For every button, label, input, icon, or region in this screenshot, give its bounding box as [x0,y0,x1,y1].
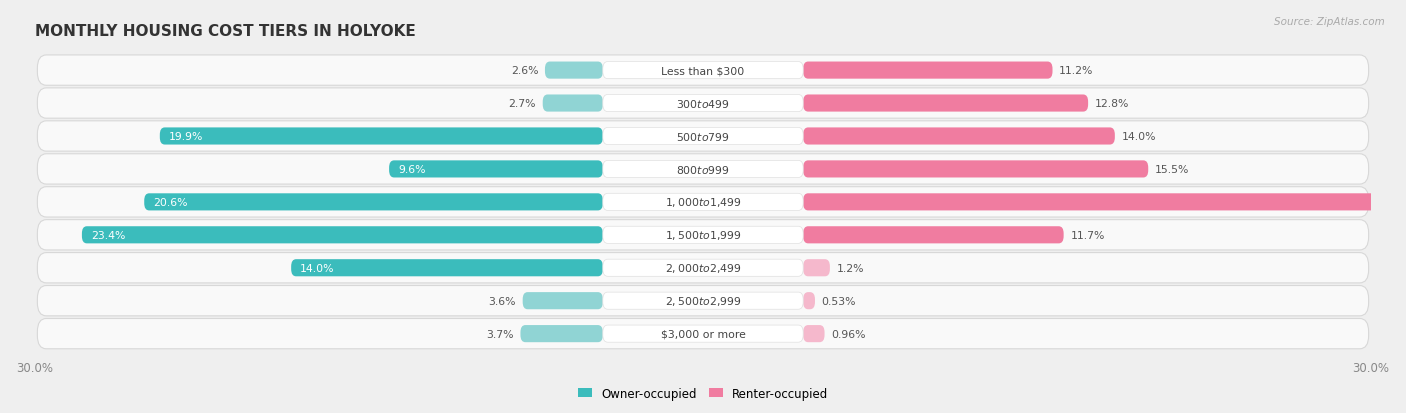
FancyBboxPatch shape [145,194,603,211]
Text: $300 to $499: $300 to $499 [676,98,730,110]
Text: 19.9%: 19.9% [169,132,202,142]
FancyBboxPatch shape [38,253,1368,283]
FancyBboxPatch shape [603,227,803,244]
FancyBboxPatch shape [38,89,1368,119]
FancyBboxPatch shape [38,319,1368,349]
FancyBboxPatch shape [603,325,803,342]
Text: 1.2%: 1.2% [837,263,865,273]
Text: $2,000 to $2,499: $2,000 to $2,499 [665,261,741,275]
Text: 12.8%: 12.8% [1095,99,1129,109]
FancyBboxPatch shape [603,95,803,112]
FancyBboxPatch shape [803,128,1115,145]
FancyBboxPatch shape [38,121,1368,152]
Legend: Owner-occupied, Renter-occupied: Owner-occupied, Renter-occupied [572,382,834,404]
Text: 3.6%: 3.6% [488,296,516,306]
FancyBboxPatch shape [38,154,1368,185]
FancyBboxPatch shape [38,187,1368,218]
FancyBboxPatch shape [520,325,603,342]
Text: 0.96%: 0.96% [831,329,866,339]
FancyBboxPatch shape [38,220,1368,250]
FancyBboxPatch shape [546,62,603,79]
Text: 14.0%: 14.0% [299,263,335,273]
Text: 23.4%: 23.4% [91,230,125,240]
FancyBboxPatch shape [38,56,1368,86]
FancyBboxPatch shape [603,128,803,145]
Text: Source: ZipAtlas.com: Source: ZipAtlas.com [1274,17,1385,26]
FancyBboxPatch shape [291,259,603,277]
FancyBboxPatch shape [389,161,603,178]
Text: $800 to $999: $800 to $999 [676,164,730,176]
Text: 20.6%: 20.6% [153,197,187,207]
Text: Less than $300: Less than $300 [661,66,745,76]
Text: 3.7%: 3.7% [486,329,513,339]
FancyBboxPatch shape [803,325,824,342]
FancyBboxPatch shape [523,292,603,309]
FancyBboxPatch shape [803,161,1149,178]
FancyBboxPatch shape [38,286,1368,316]
FancyBboxPatch shape [803,95,1088,112]
FancyBboxPatch shape [543,95,603,112]
Text: $2,500 to $2,999: $2,500 to $2,999 [665,294,741,307]
FancyBboxPatch shape [803,194,1406,211]
Text: 0.53%: 0.53% [821,296,856,306]
FancyBboxPatch shape [160,128,603,145]
Text: $1,000 to $1,499: $1,000 to $1,499 [665,196,741,209]
Text: $1,500 to $1,999: $1,500 to $1,999 [665,229,741,242]
FancyBboxPatch shape [803,62,1053,79]
Text: $3,000 or more: $3,000 or more [661,329,745,339]
Text: 14.0%: 14.0% [1122,132,1156,142]
Text: MONTHLY HOUSING COST TIERS IN HOLYOKE: MONTHLY HOUSING COST TIERS IN HOLYOKE [35,24,416,39]
FancyBboxPatch shape [603,259,803,277]
FancyBboxPatch shape [803,227,1063,244]
Text: 15.5%: 15.5% [1154,164,1189,175]
Text: $500 to $799: $500 to $799 [676,131,730,142]
FancyBboxPatch shape [603,62,803,79]
Text: 2.6%: 2.6% [510,66,538,76]
FancyBboxPatch shape [82,227,603,244]
FancyBboxPatch shape [803,259,830,277]
FancyBboxPatch shape [603,292,803,309]
Text: 9.6%: 9.6% [398,164,426,175]
Text: 11.2%: 11.2% [1059,66,1094,76]
FancyBboxPatch shape [603,161,803,178]
FancyBboxPatch shape [603,194,803,211]
FancyBboxPatch shape [803,292,815,309]
Text: 11.7%: 11.7% [1070,230,1105,240]
Text: 2.7%: 2.7% [509,99,536,109]
